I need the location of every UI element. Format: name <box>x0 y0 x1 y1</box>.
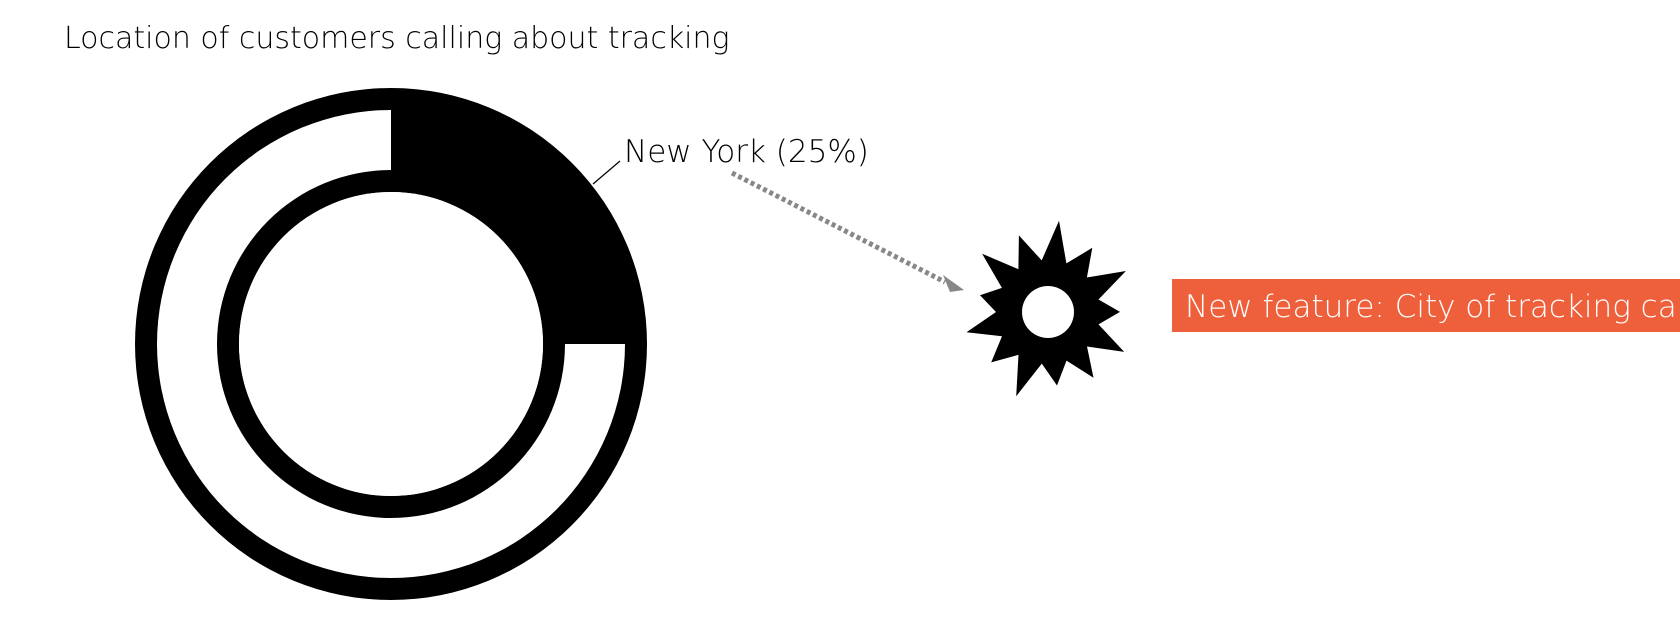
dotted-arrow <box>730 170 964 292</box>
donut-hole-overlay <box>239 192 543 496</box>
donut-ring <box>135 88 647 600</box>
slice-label-leader-line <box>592 160 621 185</box>
donut-slice-0 <box>391 90 645 344</box>
starburst-center <box>1022 286 1074 338</box>
callout-text: New feature: City of tracking call <box>1185 289 1680 325</box>
slice-label-new-york: New York (25%) <box>624 134 869 170</box>
arrow-head-icon <box>943 275 964 292</box>
callout-box <box>1172 279 1680 332</box>
dotted-arrow-line <box>730 170 947 285</box>
callout-badge: New feature: City of tracking call <box>1172 279 1680 332</box>
starburst-icon <box>966 220 1126 397</box>
chart-title: Location of customers calling about trac… <box>64 21 730 56</box>
